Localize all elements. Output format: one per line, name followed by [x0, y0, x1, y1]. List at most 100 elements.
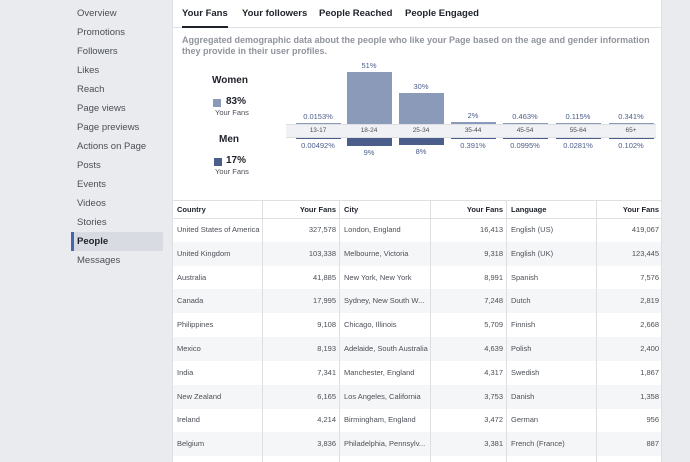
- sidebar-nav: Overview Promotions Followers Likes Reach Pag…: [0, 0, 165, 462]
- bar-women-label-35-44: 2%: [467, 110, 479, 120]
- city-table-header: City Your Fans: [340, 200, 507, 219]
- language-table-header: Language Your Fans: [507, 200, 661, 219]
- table-row: Manchester, England 4,317: [340, 361, 507, 385]
- city-fans-cell: 5,709: [484, 320, 503, 330]
- bar-women-label-18-24: 51%: [361, 61, 377, 70]
- language-fans-column-header[interactable]: Your Fans: [622, 205, 659, 214]
- country-name-cell: United States of America: [177, 225, 260, 234]
- women-percent: 83%: [226, 96, 247, 107]
- section-description: Aggregated demographic data about the pe…: [182, 35, 650, 56]
- sidebar-item-overview[interactable]: Overview: [77, 8, 117, 19]
- city-name-cell: Chicago, Illinois: [344, 320, 397, 330]
- table-row: Sydney, New South W... 7,248: [340, 289, 507, 314]
- country-fans-cell: 17,995: [313, 296, 336, 306]
- table-row: Danish 1,358: [507, 384, 661, 409]
- bar-women-65+[interactable]: [608, 123, 654, 124]
- country-name-cell: Belgium: [177, 439, 205, 449]
- bar-women-35-44[interactable]: [450, 121, 496, 124]
- bar-women-13-17[interactable]: [295, 123, 341, 124]
- bar-women-label-25-34: 30%: [413, 82, 429, 92]
- age-label-35-44: 35-44: [464, 127, 482, 134]
- table-row: Birmingham, England 3,472: [340, 408, 507, 432]
- tab-your-fans[interactable]: Your Fans: [182, 0, 228, 28]
- city-name-cell: New York, New York: [344, 272, 412, 282]
- country-name-cell: New Zealand: [177, 391, 222, 401]
- sidebar-item-reach[interactable]: Reach: [77, 84, 105, 95]
- sidebar-item-page-views[interactable]: Page views: [77, 103, 126, 114]
- language-table: Language Your Fans English (US) 419,067 Engl…: [507, 200, 661, 462]
- language-fans-cell: 2,819: [640, 296, 659, 306]
- city-fans-cell: 7,248: [484, 296, 503, 306]
- sidebar-item-actions-on-page[interactable]: Actions on Page: [77, 141, 147, 152]
- table-row: French (France) 887: [507, 432, 661, 457]
- bar-women-label-13-17: 0.0153%: [303, 112, 333, 121]
- tab-people-reached[interactable]: People Reached: [319, 8, 393, 19]
- sidebar-item-people[interactable]: People: [71, 232, 163, 251]
- age-label-45-54: 45-54: [516, 127, 534, 134]
- bar-women-18-24[interactable]: [346, 72, 392, 124]
- language-column-divider: [596, 200, 597, 462]
- bar-men-25-34[interactable]: [398, 138, 444, 145]
- sidebar-item-likes[interactable]: Likes: [77, 65, 100, 76]
- bar-men-13-17[interactable]: [295, 138, 341, 139]
- age-label-13-17: 13-17: [309, 127, 327, 134]
- language-fans-cell: 1,358: [640, 391, 659, 401]
- sidebar-item-events[interactable]: Events: [77, 179, 107, 190]
- sidebar-item-posts[interactable]: Posts: [77, 160, 101, 171]
- city-fans-cell: 3,472: [484, 415, 503, 425]
- bar-men-55-64[interactable]: [555, 138, 601, 139]
- city-column-divider: [430, 200, 431, 462]
- sidebar-item-followers[interactable]: Followers: [77, 46, 118, 57]
- table-row: Swedish 1,867: [507, 361, 661, 385]
- table-row: Belgium 3,836: [173, 432, 340, 457]
- language-fans-cell: 956: [646, 415, 659, 425]
- table-row: English (UK) 123,445: [507, 241, 661, 266]
- table-row: Mexico 8,193: [173, 337, 340, 361]
- bar-men-label-25-34: 8%: [415, 146, 427, 156]
- men-title: Men: [219, 134, 239, 145]
- country-fans-cell: 8,193: [317, 344, 336, 353]
- table-row: India 7,341: [173, 361, 340, 385]
- city-fans-cell: 16,413: [480, 225, 503, 234]
- sidebar-item-promotions[interactable]: Promotions: [77, 27, 126, 38]
- tab-your-followers[interactable]: Your followers: [242, 8, 308, 19]
- bar-women-45-54[interactable]: [502, 123, 548, 124]
- table-row: Finnish 2,668: [507, 313, 661, 337]
- bar-women-55-64[interactable]: [555, 123, 601, 124]
- city-fans-cell: 8,991: [484, 272, 503, 282]
- city-column-header[interactable]: City: [344, 205, 359, 214]
- table-row: London, England 16,413: [340, 218, 507, 242]
- table-row: English (US) 419,067: [507, 218, 661, 242]
- table-row: Ireland 4,214: [173, 408, 340, 432]
- country-name-cell: Australia: [177, 272, 207, 282]
- bar-men-35-44[interactable]: [450, 138, 496, 139]
- bar-men-label-18-24: 9%: [363, 147, 375, 157]
- women-title: Women: [212, 75, 248, 86]
- bar-men-18-24[interactable]: [346, 138, 392, 146]
- sidebar-item-page-previews[interactable]: Page previews: [77, 122, 140, 133]
- age-label-25-34: 25-34: [412, 127, 430, 134]
- country-fans-cell: 4,214: [317, 415, 336, 425]
- language-name-cell: Spanish: [511, 272, 539, 282]
- table-row: New York, New York 8,991: [340, 266, 507, 290]
- sidebar-item-videos[interactable]: Videos: [77, 198, 106, 209]
- country-fans-column-header[interactable]: Your Fans: [299, 205, 336, 214]
- country-column-header[interactable]: Country: [177, 205, 206, 214]
- country-table: Country Your Fans United States of America…: [173, 200, 340, 462]
- tab-people-engaged[interactable]: People Engaged: [405, 8, 479, 19]
- bar-women-25-34[interactable]: [398, 93, 444, 124]
- bar-men-45-54[interactable]: [502, 138, 548, 139]
- language-fans-cell: 887: [646, 439, 659, 449]
- language-fans-cell: 1,867: [640, 367, 659, 377]
- sidebar-item-messages[interactable]: Messages: [77, 255, 121, 266]
- language-column-header[interactable]: Language: [511, 205, 547, 214]
- city-fans-column-header[interactable]: Your Fans: [466, 205, 503, 214]
- age-gender-chart: 0.0153% 13-17 0.00492% 51% 18-24 9% 30% 25-34 8%…: [173, 0, 661, 200]
- country-fans-cell: 103,338: [308, 248, 336, 258]
- bar-men-65+[interactable]: [608, 138, 654, 139]
- city-name-cell: Birmingham, England: [344, 415, 416, 425]
- age-category-band: [286, 124, 656, 138]
- country-column-divider: [262, 200, 263, 462]
- country-name-cell: Mexico: [177, 344, 201, 353]
- sidebar-item-stories[interactable]: Stories: [77, 217, 107, 228]
